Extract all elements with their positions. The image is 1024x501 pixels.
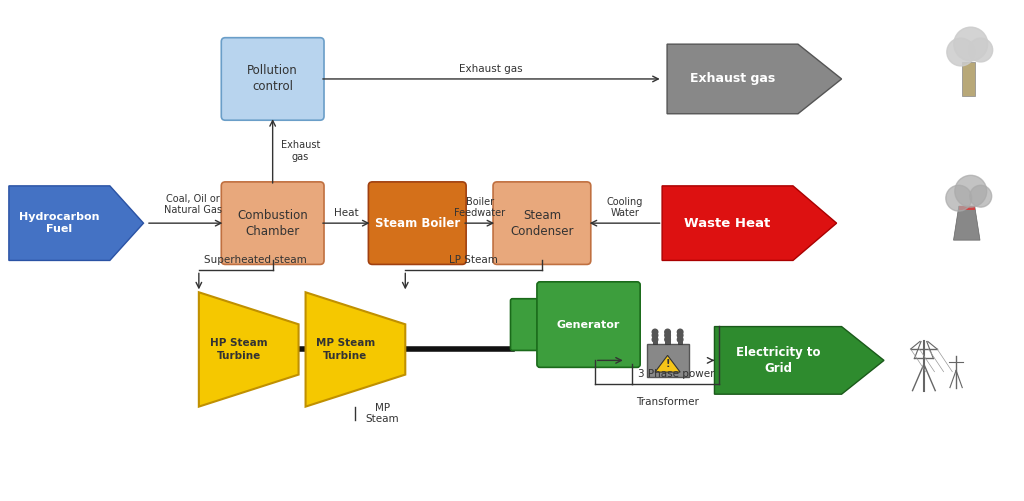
Circle shape [652, 333, 657, 338]
Text: Coal, Oil or
Natural Gas: Coal, Oil or Natural Gas [164, 193, 222, 215]
Circle shape [953, 27, 988, 61]
Bar [963, 62, 976, 96]
Polygon shape [305, 292, 406, 407]
Text: Steam Boiler: Steam Boiler [375, 216, 460, 229]
Text: !: ! [666, 359, 670, 369]
Bar [666, 331, 670, 344]
Text: Cooling
Water: Cooling Water [606, 196, 643, 218]
Polygon shape [9, 186, 143, 261]
Text: 3 Phase power: 3 Phase power [638, 369, 714, 379]
Text: Exhaust gas: Exhaust gas [690, 73, 775, 86]
Polygon shape [715, 327, 884, 394]
Circle shape [652, 329, 657, 335]
FancyBboxPatch shape [493, 182, 591, 265]
Circle shape [665, 333, 671, 338]
Text: MP
Steam: MP Steam [366, 402, 399, 424]
Circle shape [947, 38, 975, 66]
Text: Steam
Condenser: Steam Condenser [510, 208, 573, 237]
Bar [958, 206, 975, 210]
FancyBboxPatch shape [511, 299, 542, 350]
Bar [678, 331, 682, 344]
Polygon shape [953, 206, 980, 240]
Text: Transformer: Transformer [636, 397, 699, 407]
Circle shape [677, 337, 683, 342]
Text: Hydrocarbon
Fuel: Hydrocarbon Fuel [19, 212, 99, 234]
Circle shape [677, 329, 683, 335]
FancyBboxPatch shape [221, 182, 324, 265]
Polygon shape [667, 44, 842, 114]
Text: Generator: Generator [557, 320, 621, 330]
Text: Exhaust
gas: Exhaust gas [281, 140, 321, 162]
Circle shape [970, 185, 991, 207]
Text: Electricity to
Grid: Electricity to Grid [736, 346, 820, 375]
Circle shape [665, 329, 671, 335]
Text: LP Steam: LP Steam [450, 256, 498, 266]
Text: Combustion
Chamber: Combustion Chamber [238, 208, 308, 237]
Circle shape [652, 337, 657, 342]
Text: Heat: Heat [334, 208, 358, 218]
Text: MP Steam
Turbine: MP Steam Turbine [315, 338, 375, 361]
Circle shape [946, 185, 972, 211]
FancyBboxPatch shape [537, 282, 640, 367]
Polygon shape [199, 292, 299, 407]
Bar [646, 344, 688, 377]
Text: Waste Heat: Waste Heat [684, 216, 771, 229]
Bar [652, 331, 657, 344]
Text: Superheated steam: Superheated steam [205, 256, 307, 266]
Circle shape [677, 333, 683, 338]
Circle shape [969, 38, 992, 62]
Text: Boiler
Feedwater: Boiler Feedwater [454, 196, 505, 218]
Text: HP Steam
Turbine: HP Steam Turbine [210, 338, 267, 361]
Polygon shape [663, 186, 837, 261]
Circle shape [954, 175, 987, 207]
Text: Exhaust gas: Exhaust gas [460, 64, 523, 74]
Polygon shape [655, 355, 680, 372]
FancyBboxPatch shape [221, 38, 324, 120]
Circle shape [665, 337, 671, 342]
FancyBboxPatch shape [369, 182, 466, 265]
Text: Pollution
control: Pollution control [247, 65, 298, 94]
